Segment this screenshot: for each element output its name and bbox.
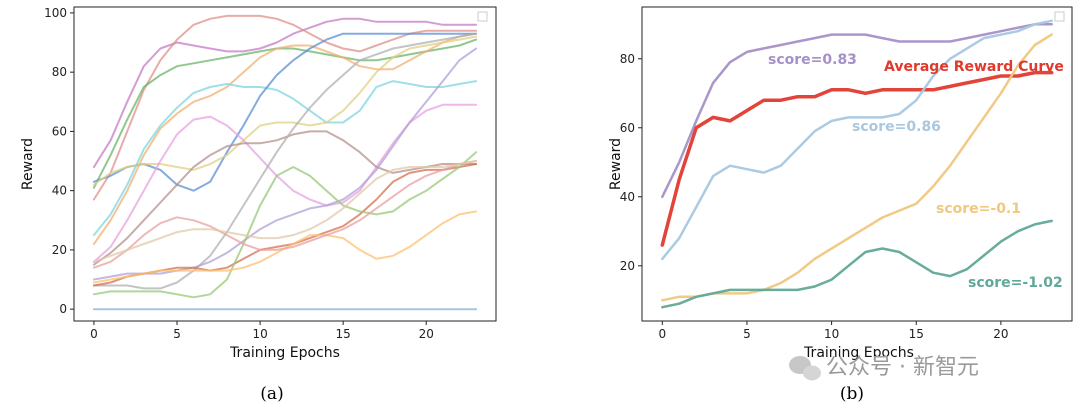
panel-a-frame: [73, 6, 497, 322]
x-tick-label: 10: [252, 327, 267, 341]
y-tick-label: 20: [620, 259, 635, 273]
x-tick-label: 10: [824, 327, 839, 341]
series-line-15: [92, 160, 478, 269]
y-tick-label: 0: [59, 302, 67, 316]
y-tick-label: 60: [52, 124, 67, 138]
series-line-4: [661, 33, 1053, 302]
x-tick-label: 15: [336, 327, 351, 341]
annotation-score-neg-1-02: score=-1.02: [968, 275, 1063, 291]
panel-a-lines: [92, 14, 478, 311]
panel-b-caption: (b): [840, 384, 864, 404]
watermark-text: 公众号 · 新智元: [826, 355, 979, 380]
panel-a: 0 5 10 15 20 0 20 40 60 80 100 Training Epochs Re…: [20, 6, 497, 404]
y-tick-label: 80: [52, 65, 67, 79]
series-line-9: [92, 130, 478, 266]
panel-b-lines: [660, 19, 1054, 309]
series-line-4: [92, 32, 478, 245]
annotation-average-reward-curve: Average Reward Curve: [884, 59, 1064, 75]
y-tick-label: 100: [44, 6, 67, 20]
panel-b-y-ticks: 20 40 60 80: [620, 52, 642, 273]
series-line-3: [661, 19, 1053, 261]
annotation-score-neg-0-1: score=-0.1: [936, 201, 1021, 217]
wechat-icon: [789, 356, 821, 381]
series-line-8: [92, 103, 478, 263]
series-line-2: [660, 70, 1054, 247]
series-line-10: [92, 32, 478, 290]
watermark: 公众号 · 新智元: [789, 355, 979, 381]
x-tick-label: 15: [909, 327, 924, 341]
series-line-11: [92, 47, 478, 281]
panel-a-x-axis-label: Training Epochs: [229, 345, 340, 361]
panel-a-caption: (a): [260, 384, 283, 404]
x-tick-label: 0: [658, 327, 666, 341]
series-line-5: [92, 80, 478, 237]
x-tick-label: 20: [419, 327, 434, 341]
annotation-score-0-83: score=0.83: [768, 52, 857, 68]
panel-a-y-axis-label: Reward: [20, 138, 36, 190]
series-line-1: [92, 17, 478, 168]
y-tick-label: 60: [620, 121, 635, 135]
y-tick-label: 20: [52, 243, 67, 257]
x-tick-label: 5: [173, 327, 181, 341]
series-line-6: [92, 32, 478, 192]
x-tick-label: 0: [90, 327, 98, 341]
series-line-16: [92, 160, 478, 263]
panel-b-x-ticks: 0 5 10 15 20: [658, 321, 1009, 341]
annotation-score-0-86: score=0.86: [852, 119, 941, 135]
series-line-13: [92, 151, 478, 299]
series-line-3: [92, 38, 478, 189]
y-tick-label: 40: [52, 184, 67, 198]
panel-b-frame: [641, 6, 1073, 322]
panel-b-x-axis-label: Training Epochs: [803, 345, 914, 361]
panel-a-legend-box: [477, 11, 488, 22]
series-line-5: [661, 219, 1053, 309]
x-tick-label: 20: [993, 327, 1008, 341]
panel-b: 0 5 10 15 20 20 40 60 80 Training Epochs Reward…: [608, 6, 1073, 404]
y-tick-label: 80: [620, 52, 635, 66]
series-line-1: [661, 23, 1053, 199]
series-line-14: [92, 210, 478, 284]
x-tick-label: 5: [743, 327, 751, 341]
panel-b-y-axis-label: Reward: [608, 138, 624, 190]
panel-a-y-ticks: 0 20 40 60 80 100: [44, 6, 74, 316]
panel-b-legend-box: [1054, 11, 1065, 22]
y-tick-label: 40: [620, 190, 635, 204]
panel-a-x-ticks: 0 5 10 15 20: [90, 321, 434, 341]
